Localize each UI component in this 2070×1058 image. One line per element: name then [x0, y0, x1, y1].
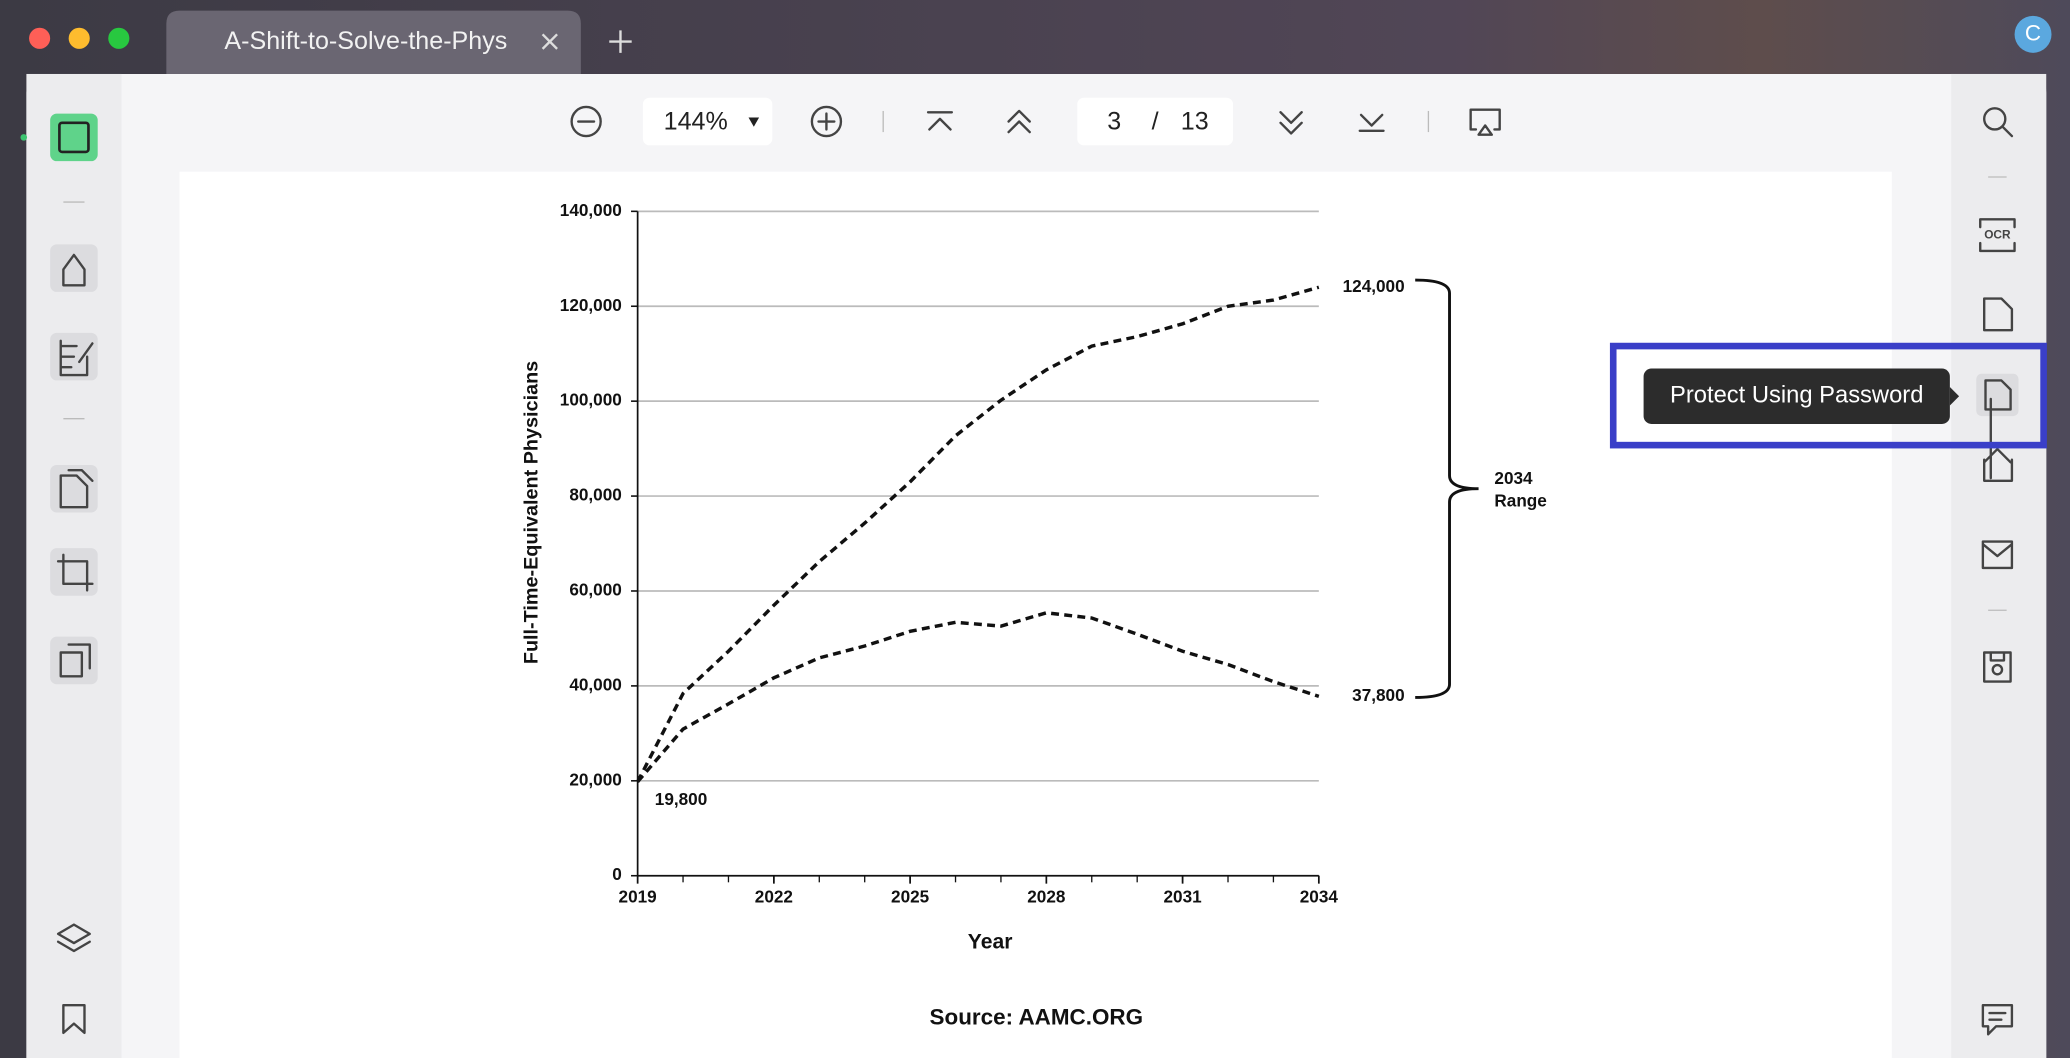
- save[interactable]: [1983, 651, 2012, 683]
- y-tick-label: 80,000: [569, 485, 621, 505]
- x-tick-label: 2025: [891, 887, 930, 907]
- zoom-in-icon: [817, 112, 836, 131]
- share[interactable]: [1983, 397, 2014, 482]
- y-tick-label: 20,000: [569, 769, 621, 789]
- range-label: 2034: [1494, 468, 1533, 488]
- line-series: [636, 285, 1320, 783]
- tab-title: A-Shift-to-Solve-the-Phys: [224, 27, 507, 55]
- line-series: [636, 611, 1320, 783]
- last-page[interactable]: [1358, 113, 1385, 132]
- zoom-in[interactable]: [810, 105, 843, 138]
- new-tab[interactable]: [609, 30, 632, 53]
- zoom-button[interactable]: [108, 27, 130, 49]
- save-icon: [1991, 663, 2004, 676]
- x-tick-label: 2034: [1300, 887, 1339, 907]
- layers-button[interactable]: [56, 923, 91, 953]
- search-handle: [2001, 125, 2014, 138]
- active-dot: [20, 134, 28, 141]
- tab[interactable]: [166, 10, 581, 74]
- y-tick-label: 0: [612, 864, 622, 884]
- value-label: 124,000: [1343, 276, 1405, 296]
- range-bracket: [1415, 278, 1479, 699]
- y-tick-label: 40,000: [569, 674, 621, 694]
- highlight-box: [1609, 342, 2047, 449]
- value-label: 19,800: [655, 789, 707, 809]
- x-tick-label: 2019: [619, 887, 657, 907]
- reader-icon: [58, 121, 90, 154]
- edit-icon: [59, 339, 94, 377]
- batch-icon: [59, 643, 91, 678]
- highlight-tool[interactable]: [50, 244, 98, 292]
- y-tick-label: 140,000: [560, 200, 622, 220]
- source: Source: AAMC.ORG: [930, 1004, 1144, 1029]
- protect-icon: [1984, 379, 2012, 411]
- previous-page[interactable]: [1007, 109, 1031, 134]
- slideshow[interactable]: [1469, 108, 1501, 136]
- minimize-button[interactable]: [68, 27, 90, 49]
- highlight-icon: [62, 253, 86, 287]
- value-label: 37,800: [1352, 685, 1404, 705]
- next-page[interactable]: [1279, 111, 1303, 135]
- convert[interactable]: [1983, 297, 2014, 332]
- page-separator: /: [1152, 107, 1159, 135]
- x-tick-label: 2031: [1164, 887, 1203, 907]
- email[interactable]: [1981, 540, 2014, 570]
- reader-tool[interactable]: [50, 113, 98, 162]
- zoom-value: 144%: [664, 107, 728, 135]
- current-page: 3: [1107, 107, 1121, 135]
- comments[interactable]: [1981, 1003, 2014, 1036]
- tab-close[interactable]: [541, 33, 558, 50]
- ocr-icon-glyph: OCR: [1984, 227, 2011, 241]
- page-input[interactable]: [1077, 97, 1234, 146]
- organize-tool[interactable]: [50, 464, 98, 513]
- chart: Year Full-Time-Equivalent Physicians Sou…: [520, 200, 1547, 1029]
- range-label: Range: [1494, 490, 1546, 510]
- ocr[interactable]: [1979, 218, 2016, 253]
- tooltip-arrow: [1949, 387, 1960, 406]
- tooltip-text: Protect Using Password: [1670, 382, 1923, 409]
- y-tick-label: 100,000: [560, 390, 622, 410]
- organize-icon: [59, 469, 94, 509]
- crop-icon: [56, 553, 94, 592]
- close-button[interactable]: [29, 27, 51, 49]
- bookmark-button[interactable]: [62, 1003, 86, 1035]
- x-axis-label: Year: [968, 931, 1013, 954]
- y-tick-label: 60,000: [569, 580, 621, 600]
- x-tick-label: 2028: [1027, 887, 1066, 907]
- protect[interactable]: [1976, 373, 2019, 417]
- zoom-out[interactable]: [570, 105, 602, 138]
- y-tick-label: 120,000: [560, 295, 622, 315]
- search[interactable]: [1983, 107, 2007, 131]
- page-total: 13: [1181, 107, 1209, 135]
- zoom-select[interactable]: [642, 97, 773, 146]
- tooltip: [1643, 368, 1950, 424]
- pdf-page: [179, 171, 1892, 1058]
- avatar-initial: C: [2025, 20, 2041, 45]
- zoom-dropdown: [748, 117, 760, 127]
- batch-tool[interactable]: [50, 636, 98, 685]
- y-axis-label: Full-Time-Equivalent Physicians: [520, 361, 542, 664]
- avatar[interactable]: [2014, 15, 2052, 53]
- x-tick-label: 2022: [755, 887, 793, 907]
- first-page[interactable]: [926, 111, 954, 131]
- right-sidebar: [1951, 73, 2047, 1058]
- crop-tool[interactable]: [50, 548, 98, 596]
